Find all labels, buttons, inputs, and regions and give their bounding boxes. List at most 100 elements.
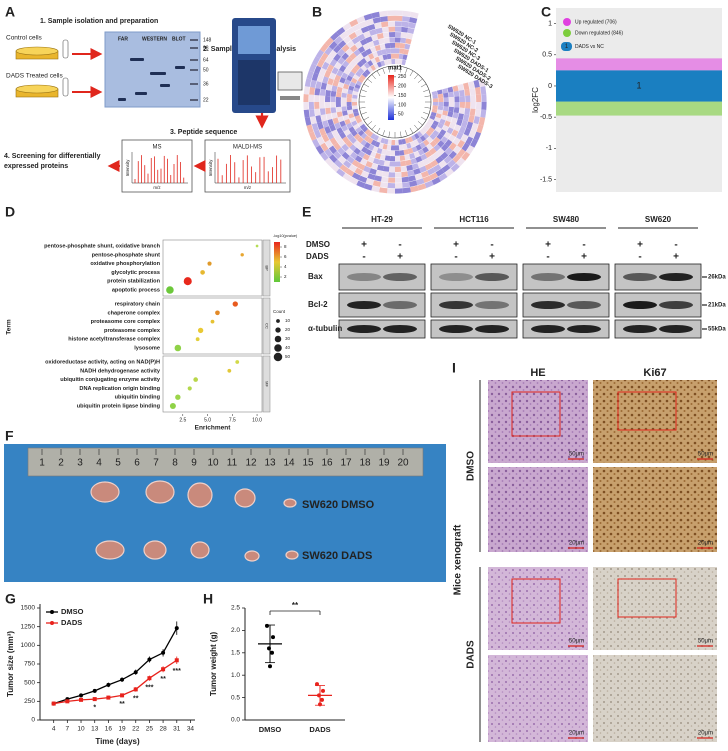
term-label: apoptotic process (112, 287, 160, 293)
heatmap-cell (370, 139, 377, 146)
ladder-band (190, 59, 198, 61)
step-title: 4. Screening for differentially expresse… (4, 153, 101, 170)
heatmap-cell (429, 140, 437, 148)
heatmap-cell (441, 124, 449, 132)
heatmap-cell (459, 95, 465, 102)
heatmap-cell (402, 143, 408, 150)
heatmap-cell (388, 26, 395, 32)
heatmap-cell (415, 156, 423, 163)
heatmap-cell (315, 81, 322, 89)
heatmap-cell (316, 136, 325, 146)
data-point (79, 693, 84, 698)
heatmap-cell (443, 131, 451, 140)
data-point (270, 650, 274, 655)
heatmap-cell (349, 60, 357, 68)
heatmap-cell (325, 95, 331, 102)
colorbar-label: 6 (284, 254, 287, 259)
legend-marker-label: 1 (565, 44, 569, 50)
heatmap-cell (348, 113, 355, 119)
heatmap-cell (331, 67, 339, 75)
heatmap-cell (346, 93, 353, 99)
heatmap-cell (316, 74, 324, 83)
heatmap-cell (463, 82, 470, 90)
heatmap-cell (325, 55, 333, 65)
heatmap-cell (367, 131, 374, 138)
data-point (133, 670, 138, 675)
heatmap-cell (438, 160, 447, 169)
heatmap-cell (336, 168, 346, 178)
heatmap-cell (374, 44, 381, 52)
enrichment-dot (215, 310, 220, 316)
heatmap-cell (361, 50, 368, 58)
data-point (92, 697, 97, 702)
heatmap-cell (367, 137, 374, 144)
heatmap-cell (473, 79, 480, 88)
heatmap-cell (337, 139, 346, 147)
heatmap-cell (365, 178, 374, 186)
heatmap-cell (395, 21, 403, 27)
axis-label: Time (days) (95, 737, 140, 746)
protein-label: α-tubulin (308, 324, 342, 333)
y-tick-label: 250 (24, 698, 35, 705)
dendrogram-branch (367, 78, 373, 83)
heatmap-cell (347, 89, 354, 95)
heatmap-cell (374, 22, 382, 29)
heatmap-cell (327, 78, 334, 86)
heatmap-cell (373, 63, 379, 70)
data-point (147, 657, 152, 662)
legend-label: DADS vs NC (575, 44, 604, 50)
blot-band (383, 325, 417, 333)
size-label: 21kDa (708, 303, 726, 309)
size-key (275, 327, 281, 333)
heatmap-cell (444, 168, 454, 178)
term-label: pentose-phosphate shunt (92, 252, 161, 258)
heatmap-cell (329, 137, 338, 146)
y-tick-label: 1.0 (231, 672, 240, 679)
heatmap-cell (395, 150, 400, 156)
spectrum-title: MS (153, 145, 162, 151)
treatment-sign: - (638, 252, 641, 263)
heatmap-cell (360, 57, 368, 65)
marker-label: 148 (203, 37, 212, 43)
heatmap-cell (437, 140, 445, 148)
heatmap-cell (432, 94, 438, 99)
tube (62, 77, 69, 97)
x-tick-label: 25 (146, 726, 154, 733)
blot-band (118, 98, 126, 101)
panel-label: F (5, 428, 14, 444)
heatmap-cell (390, 145, 395, 151)
heatmap-cell (353, 140, 361, 148)
heatmap-cell (436, 133, 444, 141)
heatmap-cell (351, 36, 360, 45)
dendrogram-branch (400, 66, 402, 73)
heatmap-cell (320, 52, 329, 62)
y-tick-label: 500 (24, 679, 35, 686)
axis-label: Intensity (125, 159, 130, 177)
heatmap-cell (470, 94, 476, 102)
heatmap-cell (454, 102, 460, 108)
heatmap-cell (304, 78, 312, 87)
scale-bar-label: 20μm (698, 731, 713, 737)
panel-label: G (5, 591, 16, 607)
treatment-sign: - (546, 252, 549, 263)
heatmap-cell (414, 133, 420, 140)
heatmap-cell (429, 172, 439, 181)
heatmap-cell (430, 159, 439, 168)
heatmap-cell (480, 86, 487, 95)
heatmap-cell (403, 149, 409, 155)
tumor (145, 480, 175, 504)
treatment-sign: + (397, 252, 403, 263)
heatmap-cell (372, 39, 380, 46)
heatmap-cell (391, 139, 395, 146)
heatmap-cell (429, 115, 436, 121)
micrograph (488, 467, 588, 552)
heatmap-cell (464, 108, 471, 116)
heatmap-cell (367, 41, 375, 48)
heatmap-cell (341, 44, 350, 53)
heatmap-cell (351, 102, 358, 106)
heatmap-cell (478, 117, 486, 126)
data-point (320, 697, 324, 702)
heatmap-cell (351, 23, 361, 32)
zoom-box (511, 578, 561, 624)
heatmap-cell (353, 123, 360, 130)
